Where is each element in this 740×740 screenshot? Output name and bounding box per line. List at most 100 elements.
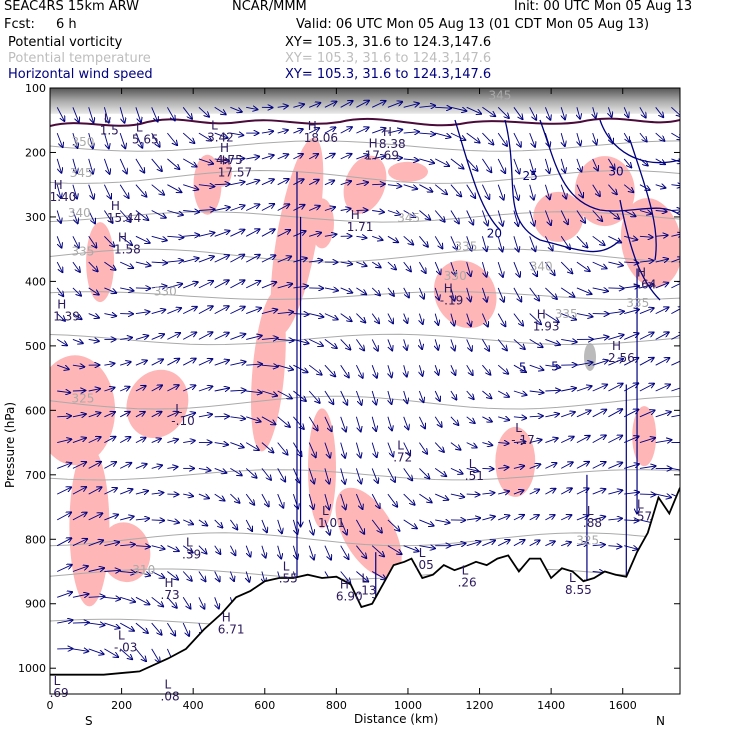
wind-vector (151, 359, 163, 366)
field-name-theta: Potential temperature (8, 51, 151, 66)
wind-vector (57, 592, 72, 598)
wind-vector (120, 516, 134, 520)
wind-vector (246, 336, 262, 340)
x-tick-label: 0 (47, 699, 54, 712)
wind-vector (608, 335, 623, 340)
wind-vector (529, 184, 534, 200)
wind-vector (466, 494, 480, 495)
wind-vector (544, 184, 549, 200)
wind-vector (293, 231, 305, 237)
wind-vector (167, 545, 178, 551)
wind-vector (308, 364, 321, 375)
wind-vector (230, 307, 244, 315)
wind-vector (340, 390, 348, 405)
wind-vector (355, 416, 360, 432)
wind-vector (151, 310, 166, 315)
wind-vector (403, 545, 419, 552)
wind-vector (183, 385, 195, 392)
wind-vector (183, 519, 193, 524)
wind-vector (403, 519, 417, 529)
wind-vector (482, 364, 490, 375)
wind-vector (72, 287, 81, 296)
wind-vector (104, 363, 114, 365)
wind-vector (167, 467, 177, 469)
wind-vector (655, 185, 666, 188)
wind-vector (356, 571, 368, 582)
pv-shaded-region (574, 156, 635, 227)
wind-vector (119, 158, 127, 174)
wind-vector (293, 205, 304, 211)
wind-vector (214, 184, 230, 185)
wind-vector (277, 284, 293, 289)
wind-vector (639, 158, 648, 166)
org-label: NCAR/MMM (232, 0, 307, 14)
wind-vector (151, 107, 158, 121)
isentrope-label: 325 (576, 533, 599, 547)
pv-shaded-region (433, 260, 497, 329)
wind-vector (419, 546, 435, 549)
wind-vector (435, 287, 439, 300)
isentrope-label: 310 (132, 563, 155, 577)
wind-vector (198, 233, 215, 237)
wind-vector (277, 442, 288, 455)
x-tick-label: 1400 (537, 699, 565, 712)
wind-vector (513, 339, 525, 349)
extremum-type-low: L (165, 677, 172, 691)
wind-vector (277, 257, 291, 263)
wind-vector (167, 284, 182, 289)
wind-vector (450, 132, 465, 140)
wind-vector (309, 103, 320, 108)
wind-vector (561, 542, 571, 546)
isentrope-line (50, 169, 680, 184)
wind-vector (608, 107, 611, 117)
wind-vector (182, 307, 197, 315)
wind-vector (592, 435, 606, 443)
wind-vector (104, 412, 115, 418)
wind-vector (182, 132, 194, 143)
wind-vector (639, 132, 647, 141)
wind-vector (529, 416, 543, 417)
wind-vector (561, 412, 575, 418)
wind-vector (151, 439, 161, 443)
wind-vector (466, 364, 473, 375)
wind-vector (135, 596, 150, 604)
wind-vector (466, 442, 477, 448)
wind-vector (403, 184, 418, 189)
wind-vector (120, 544, 135, 545)
wind-vector (214, 280, 229, 289)
wind-vector (324, 519, 330, 535)
wind-vector (72, 513, 87, 521)
wind-vector (56, 236, 61, 247)
wind-vector (104, 597, 120, 599)
wind-speed-label: 5 (519, 361, 527, 375)
wind-vector (340, 364, 349, 377)
extremum-value: .55 (279, 572, 298, 586)
wind-vector (245, 229, 259, 237)
wind-vector (655, 107, 664, 117)
wind-vector (230, 468, 241, 475)
extremum-value: 8.55 (565, 583, 592, 597)
wind-vector (277, 416, 290, 427)
wind-vector (167, 520, 179, 523)
wind-vector (371, 339, 378, 350)
wind-vector (245, 255, 260, 263)
wind-speed-label: 25 (523, 169, 538, 183)
y-tick-label: 100 (25, 82, 46, 95)
wind-vector (419, 339, 422, 349)
wind-vector (545, 338, 560, 344)
wind-vector (529, 339, 543, 347)
wind-vector (57, 184, 61, 198)
wind-vector (230, 182, 244, 185)
wind-vector (513, 390, 527, 395)
extremum-type-high: H (637, 266, 646, 280)
wind-vector (529, 391, 544, 393)
wind-vector (529, 210, 535, 226)
wind-vector (103, 107, 108, 122)
wind-vector (72, 649, 88, 651)
wind-vector (356, 519, 364, 534)
wind-vector (214, 106, 226, 114)
extremum-value: .05 (415, 558, 434, 572)
wind-vector (403, 287, 409, 298)
wind-vector (576, 210, 585, 223)
wind-vector (466, 468, 479, 471)
